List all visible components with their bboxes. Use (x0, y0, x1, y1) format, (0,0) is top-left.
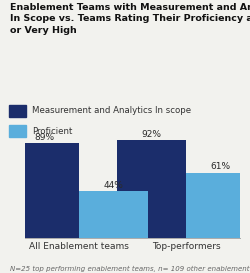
Bar (118, 140, 186, 238)
Bar (10, 143, 79, 238)
Text: Measurement and Analytics In scope: Measurement and Analytics In scope (32, 106, 192, 115)
Text: Enablement Teams with Measurement and Analytics
In Scope vs. Teams Rating Their : Enablement Teams with Measurement and An… (10, 3, 250, 35)
Text: Proficient: Proficient (32, 127, 73, 135)
Text: 44%: 44% (103, 180, 123, 189)
Text: 89%: 89% (34, 133, 54, 142)
Text: 61%: 61% (210, 162, 231, 171)
Text: 92%: 92% (142, 130, 162, 139)
Bar (186, 173, 250, 238)
Text: N=25 top performing enablement teams, n= 109 other enablement teams: N=25 top performing enablement teams, n=… (10, 266, 250, 272)
Bar (79, 191, 148, 238)
